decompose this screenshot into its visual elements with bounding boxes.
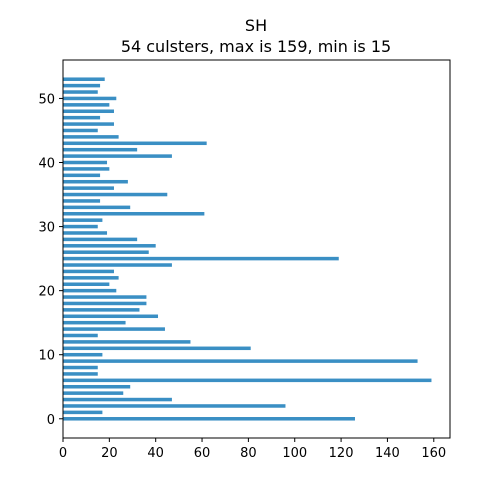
x-tick-label-80: 80 — [240, 446, 257, 461]
y-tick-label-20: 20 — [38, 285, 55, 300]
bar-42 — [63, 147, 138, 152]
bar-2 — [63, 404, 286, 408]
bar-38 — [63, 173, 101, 178]
bar-16 — [63, 314, 159, 319]
bar-50 — [63, 96, 117, 101]
bar-46 — [63, 122, 114, 126]
bar-21 — [63, 282, 110, 286]
bar-30 — [63, 224, 98, 229]
x-tick-label-40: 40 — [147, 446, 164, 461]
bar-20 — [63, 288, 117, 293]
bar-8 — [63, 365, 98, 370]
bar-37 — [63, 179, 128, 184]
bar-53 — [63, 77, 105, 81]
bar-35 — [63, 192, 168, 197]
x-tick-label-0: 0 — [59, 446, 67, 461]
bar-12 — [63, 340, 191, 344]
bar-14 — [63, 327, 165, 331]
bar-29 — [63, 231, 108, 235]
bars-group — [63, 77, 432, 421]
bar-6 — [63, 378, 432, 383]
bar-19 — [63, 295, 147, 299]
x-tick-label-20: 20 — [101, 446, 118, 461]
bar-39 — [63, 167, 110, 171]
x-tick-label-140: 140 — [375, 446, 400, 461]
bar-41 — [63, 154, 172, 158]
y-tick-label-50: 50 — [38, 92, 55, 107]
bar-24 — [63, 263, 172, 267]
y-axis: 0 10 20 30 40 50 — [38, 92, 63, 428]
y-tick-label-40: 40 — [38, 157, 55, 172]
bar-18 — [63, 301, 147, 306]
chart-title: SH — [245, 16, 267, 35]
bar-36 — [63, 186, 114, 190]
chart-subtitle: 54 culsters, max is 159, min is 15 — [121, 37, 391, 56]
bar-45 — [63, 128, 98, 133]
x-tick-label-100: 100 — [282, 446, 307, 461]
bar-0 — [63, 417, 355, 421]
bar-9 — [63, 359, 418, 363]
bar-28 — [63, 237, 138, 242]
bar-47 — [63, 115, 101, 120]
x-tick-label-120: 120 — [329, 446, 354, 461]
x-tick-label-160: 160 — [421, 446, 446, 461]
y-tick-label-10: 10 — [38, 349, 55, 364]
x-axis: 0 20 40 60 80 100 120 140 160 — [59, 438, 446, 461]
bar-43 — [63, 141, 207, 146]
plot-frame — [62, 59, 451, 439]
bar-4 — [63, 391, 124, 395]
bar-33 — [63, 205, 131, 210]
bar-15 — [63, 320, 126, 325]
bar-48 — [63, 109, 114, 114]
y-tick-label-0: 0 — [47, 413, 55, 428]
bar-32 — [63, 212, 205, 216]
y-tick-label-30: 30 — [38, 221, 55, 236]
bar-22 — [63, 276, 119, 280]
bar-34 — [63, 199, 101, 203]
bar-1 — [63, 410, 103, 415]
bar-7 — [63, 372, 98, 376]
bar-17 — [63, 308, 140, 312]
bar-26 — [63, 250, 149, 254]
bar-23 — [63, 269, 114, 274]
bar-3 — [63, 397, 172, 402]
bar-11 — [63, 346, 251, 351]
bar-40 — [63, 160, 108, 165]
bar-25 — [63, 256, 339, 261]
bar-31 — [63, 218, 103, 222]
bar-27 — [63, 244, 156, 248]
bar-51 — [63, 90, 98, 94]
bar-52 — [63, 83, 101, 88]
bar-10 — [63, 352, 103, 357]
bar-5 — [63, 384, 131, 389]
bar-44 — [63, 135, 119, 139]
bar-13 — [63, 333, 98, 338]
bar-49 — [63, 103, 110, 107]
x-tick-label-60: 60 — [194, 446, 211, 461]
